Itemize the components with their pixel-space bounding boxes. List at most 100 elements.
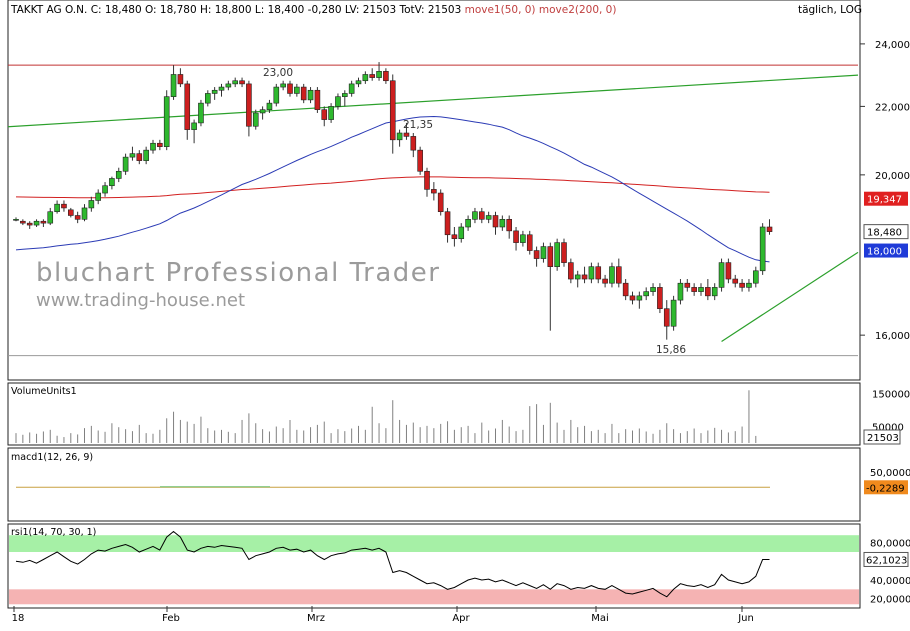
candle-body <box>287 83 293 94</box>
candle-body <box>410 136 417 151</box>
last-value-label-1: 18,480 <box>867 228 902 239</box>
volume-tick-label-1: 50000 <box>872 423 904 434</box>
candle-body <box>458 226 465 239</box>
candle-body <box>68 209 74 216</box>
candle-body <box>691 287 697 292</box>
candle-body <box>136 153 143 161</box>
candle-body <box>129 153 136 158</box>
watermark-url: www.trading-house.net <box>36 290 245 311</box>
candle-body <box>705 287 711 297</box>
x-tick-label-5: Jun <box>737 613 754 624</box>
candle-body <box>711 287 718 297</box>
candle-body <box>759 226 766 272</box>
candle-body <box>314 89 321 110</box>
candle-body <box>554 242 560 267</box>
rsi-oversold-zone <box>9 589 859 605</box>
candle-body <box>383 71 389 82</box>
candle-body <box>444 211 451 236</box>
candle-body <box>581 274 588 280</box>
candle-body <box>376 71 382 78</box>
candle-body <box>465 219 471 228</box>
candle-body <box>670 299 677 327</box>
candle-body <box>225 83 232 88</box>
macd-title: macd1(12, 26, 9) <box>11 452 93 463</box>
candle-body <box>307 89 314 101</box>
candle-body <box>143 149 149 161</box>
candle-body <box>81 207 88 220</box>
rsi-line <box>15 530 770 598</box>
candle-body <box>184 83 191 130</box>
rsi-overbought-zone <box>9 535 859 552</box>
candle-body <box>355 80 362 85</box>
price-annotation-1: 21,35 <box>403 119 433 131</box>
candle-body <box>588 266 595 280</box>
volume-last-badge <box>863 429 901 445</box>
ma200-line <box>15 176 770 199</box>
candle-body <box>561 242 567 263</box>
candle-body <box>574 274 581 280</box>
last-value-badge-0 <box>864 191 908 206</box>
candle-body <box>513 230 519 243</box>
candle-body <box>533 250 540 259</box>
candle-body <box>205 93 211 104</box>
candle-body <box>396 132 403 141</box>
candle-body <box>547 246 554 267</box>
candle-body <box>259 109 266 114</box>
candle-body <box>33 220 40 226</box>
candle-body <box>95 192 101 201</box>
candle-body <box>211 89 218 94</box>
candle-body <box>492 215 499 228</box>
candle-body <box>177 74 184 85</box>
candle-body <box>403 132 410 137</box>
candle-body <box>540 246 547 259</box>
price-annotation-0: 23,00 <box>263 67 293 79</box>
candle-body <box>636 295 643 301</box>
candle-body <box>431 189 437 194</box>
trendline-0 <box>7 74 859 128</box>
candle-body <box>369 74 376 78</box>
x-tick-label-1: Feb <box>162 613 180 624</box>
candle-body <box>218 86 225 91</box>
candle-body <box>198 102 204 124</box>
candle-body <box>650 287 656 292</box>
candle-body <box>13 219 19 221</box>
last-value-badge-1 <box>863 224 909 240</box>
x-tick-label-0: 18 <box>12 613 25 624</box>
candle-body <box>499 219 506 228</box>
candle-body <box>725 262 732 280</box>
candle-body <box>246 83 252 127</box>
price-annotation-2: 15,86 <box>656 344 686 356</box>
price-tick-label-1: 22,000 <box>875 102 910 113</box>
candle-body <box>595 266 602 280</box>
candle-body <box>335 96 341 107</box>
candle-body <box>698 287 704 292</box>
candle-body <box>752 270 759 284</box>
candle-body <box>157 142 163 147</box>
macd-panel[interactable] <box>7 447 861 522</box>
candle-body <box>61 203 67 209</box>
last-value-label-2: 18,000 <box>867 247 902 258</box>
candle-body <box>472 211 478 220</box>
candle-body <box>526 234 533 251</box>
candle-body <box>629 295 636 301</box>
candle-body <box>321 109 328 120</box>
macd-last-badge <box>864 480 908 495</box>
watermark-title: bluchart Professional Trader <box>36 258 440 288</box>
candle-body <box>74 215 81 220</box>
candle-body <box>122 156 129 172</box>
candle-body <box>389 80 396 141</box>
candle-body <box>609 266 615 284</box>
candle-body <box>191 122 197 130</box>
candle-body <box>643 291 650 297</box>
candle-body <box>657 287 663 310</box>
candle-body <box>739 282 745 288</box>
rsi-title: rsi1(14, 70, 30, 1) <box>11 527 96 538</box>
rsi-last-label: 62,1023 <box>866 555 907 566</box>
candle-body <box>280 83 286 88</box>
candle-body <box>684 282 691 288</box>
candle-body <box>328 106 334 120</box>
candle-body <box>102 185 108 194</box>
candle-body <box>746 282 752 288</box>
